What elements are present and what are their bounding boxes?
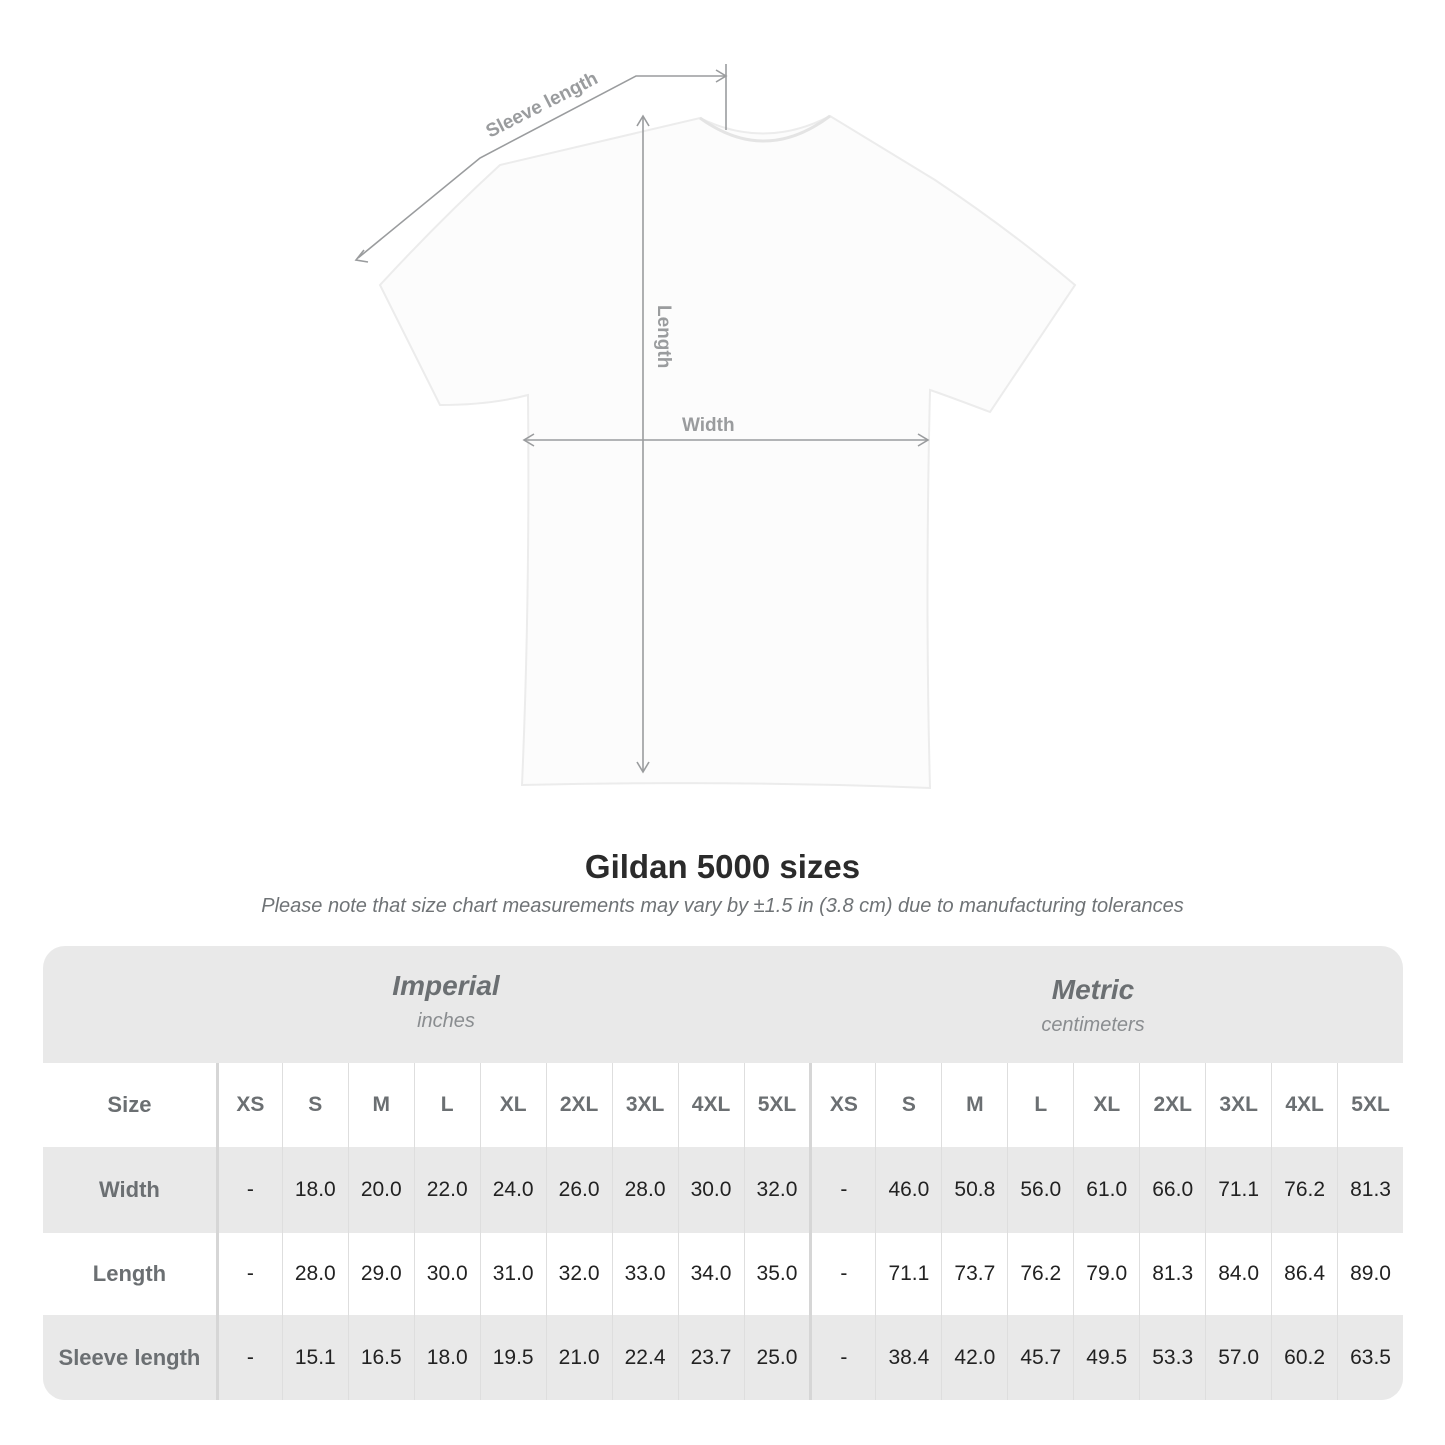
imperial-title: Imperial xyxy=(392,970,500,1001)
metric-value-cell: 57.0 xyxy=(1205,1315,1271,1400)
tolerance-note: Please note that size chart measurements… xyxy=(261,895,1184,917)
metric-value-cell: - xyxy=(809,1233,875,1315)
row-label: Length xyxy=(92,1261,167,1286)
metric-value-cell: 81.3 xyxy=(1337,1147,1403,1233)
metric-value-cell: 38.4 xyxy=(875,1315,941,1400)
imperial-header: Imperial inches xyxy=(216,970,676,1033)
table-row: Length -28.0 29.0 30.0 31.0 32.0 33.0 34.0 35.0-… xyxy=(43,1233,1403,1315)
imperial-value-cell: 18.0 xyxy=(281,1147,348,1233)
metric-size-header: XL xyxy=(1073,1063,1139,1147)
metric-size-header: L xyxy=(1007,1063,1073,1147)
imperial-value-cell: 28.0 xyxy=(611,1147,678,1233)
width-label: Width xyxy=(682,415,735,436)
row-label: Size xyxy=(107,1092,152,1117)
row-label: Sleeve length xyxy=(58,1344,201,1370)
imperial-value-cell: 25.0 xyxy=(743,1315,810,1400)
imperial-value-cell: 30.0 xyxy=(413,1233,480,1315)
metric-unit: centimeters xyxy=(1041,1014,1145,1036)
row-label: Width xyxy=(98,1177,160,1202)
metric-size-header: 4XL xyxy=(1271,1063,1337,1147)
imperial-size-header: 5XL xyxy=(743,1063,810,1147)
imperial-unit: inches xyxy=(417,1010,475,1032)
size-table: Imperial inches Metric centimeters Size X… xyxy=(43,946,1403,1400)
imperial-value-cell: 21.0 xyxy=(545,1315,612,1400)
collar xyxy=(699,114,831,143)
metric-value-cell: 89.0 xyxy=(1337,1233,1403,1315)
imperial-value-cell: 20.0 xyxy=(347,1147,414,1233)
imperial-value-cell: 26.0 xyxy=(545,1147,612,1233)
imperial-value-cell: - xyxy=(215,1315,282,1400)
imperial-value-cell: 33.0 xyxy=(611,1233,678,1315)
imperial-value-cell: 30.0 xyxy=(677,1147,744,1233)
metric-value-cell: 50.8 xyxy=(941,1147,1007,1233)
imperial-value-cell: 34.0 xyxy=(677,1233,744,1315)
unit-header: Imperial inches Metric centimeters xyxy=(43,946,1403,1063)
imperial-value-cell: 32.0 xyxy=(545,1233,612,1315)
imperial-size-header: XL xyxy=(479,1063,546,1147)
imperial-value-cell: 31.0 xyxy=(479,1233,546,1315)
metric-value-cell: 81.3 xyxy=(1139,1233,1205,1315)
metric-value-cell: 63.5 xyxy=(1337,1315,1403,1400)
imperial-value-cell: 32.0 xyxy=(743,1147,810,1233)
imperial-value-cell: 24.0 xyxy=(479,1147,546,1233)
imperial-value-cell: 29.0 xyxy=(347,1233,414,1315)
imperial-size-header: 2XL xyxy=(545,1063,612,1147)
imperial-value-cell: 28.0 xyxy=(281,1233,348,1315)
metric-size-header: XS xyxy=(809,1063,875,1147)
metric-size-header: S xyxy=(875,1063,941,1147)
metric-value-cell: 46.0 xyxy=(875,1147,941,1233)
imperial-value-cell: 22.4 xyxy=(611,1315,678,1400)
metric-value-cell: 76.2 xyxy=(1271,1147,1337,1233)
metric-value-cell: - xyxy=(809,1315,875,1400)
metric-value-cell: 76.2 xyxy=(1007,1233,1073,1315)
page-title: Gildan 5000 sizes xyxy=(584,848,861,885)
metric-size-header: 5XL xyxy=(1337,1063,1403,1147)
metric-header: Metric centimeters xyxy=(863,974,1323,1037)
metric-size-header: 2XL xyxy=(1139,1063,1205,1147)
imperial-value-cell: - xyxy=(215,1233,282,1315)
metric-value-cell: 66.0 xyxy=(1139,1147,1205,1233)
imperial-size-header: L xyxy=(413,1063,480,1147)
metric-value-cell: 84.0 xyxy=(1205,1233,1271,1315)
imperial-value-cell: 19.5 xyxy=(479,1315,546,1400)
metric-title: Metric xyxy=(1051,974,1135,1005)
metric-value-cell: 53.3 xyxy=(1139,1315,1205,1400)
metric-value-cell: 71.1 xyxy=(1205,1147,1271,1233)
imperial-size-header: XS xyxy=(215,1063,282,1147)
imperial-size-header: 3XL xyxy=(611,1063,678,1147)
imperial-value-cell: - xyxy=(215,1147,282,1233)
imperial-value-cell: 22.0 xyxy=(413,1147,480,1233)
metric-value-cell: 49.5 xyxy=(1073,1315,1139,1400)
metric-value-cell: 79.0 xyxy=(1073,1233,1139,1315)
imperial-value-cell: 23.7 xyxy=(677,1315,744,1400)
tshirt-diagram: Sleeve length Length Width xyxy=(354,64,1077,790)
metric-value-cell: 60.2 xyxy=(1271,1315,1337,1400)
imperial-size-header: 4XL xyxy=(677,1063,744,1147)
imperial-value-cell: 15.1 xyxy=(281,1315,348,1400)
metric-value-cell: 61.0 xyxy=(1073,1147,1139,1233)
tshirt-shape xyxy=(378,114,1077,790)
metric-value-cell: - xyxy=(809,1147,875,1233)
imperial-value-cell: 16.5 xyxy=(347,1315,414,1400)
metric-size-header: M xyxy=(941,1063,1007,1147)
metric-value-cell: 42.0 xyxy=(941,1315,1007,1400)
table-row: Width -18.0 20.0 22.0 24.0 26.0 28.0 30.0 32.0-4… xyxy=(43,1147,1403,1233)
metric-value-cell: 56.0 xyxy=(1007,1147,1073,1233)
metric-value-cell: 45.7 xyxy=(1007,1315,1073,1400)
metric-value-cell: 86.4 xyxy=(1271,1233,1337,1315)
table-row: Sleeve length -15.1 16.5 18.0 19.5 21.0 22.4 23… xyxy=(43,1315,1403,1400)
length-label: Length xyxy=(653,305,674,368)
metric-value-cell: 71.1 xyxy=(875,1233,941,1315)
metric-value-cell: 73.7 xyxy=(941,1233,1007,1315)
measurement-lines xyxy=(354,64,930,774)
imperial-size-header: M xyxy=(347,1063,414,1147)
imperial-size-header: S xyxy=(281,1063,348,1147)
size-header-row: Size XS S M L XL 2XL 3XL 4XL 5XL XS S M L XL 2XL 3XL 4XL 5… xyxy=(43,1063,1403,1147)
metric-size-header: 3XL xyxy=(1205,1063,1271,1147)
imperial-value-cell: 18.0 xyxy=(413,1315,480,1400)
sleeve-length-label: Sleeve length xyxy=(483,68,602,142)
imperial-value-cell: 35.0 xyxy=(743,1233,810,1315)
